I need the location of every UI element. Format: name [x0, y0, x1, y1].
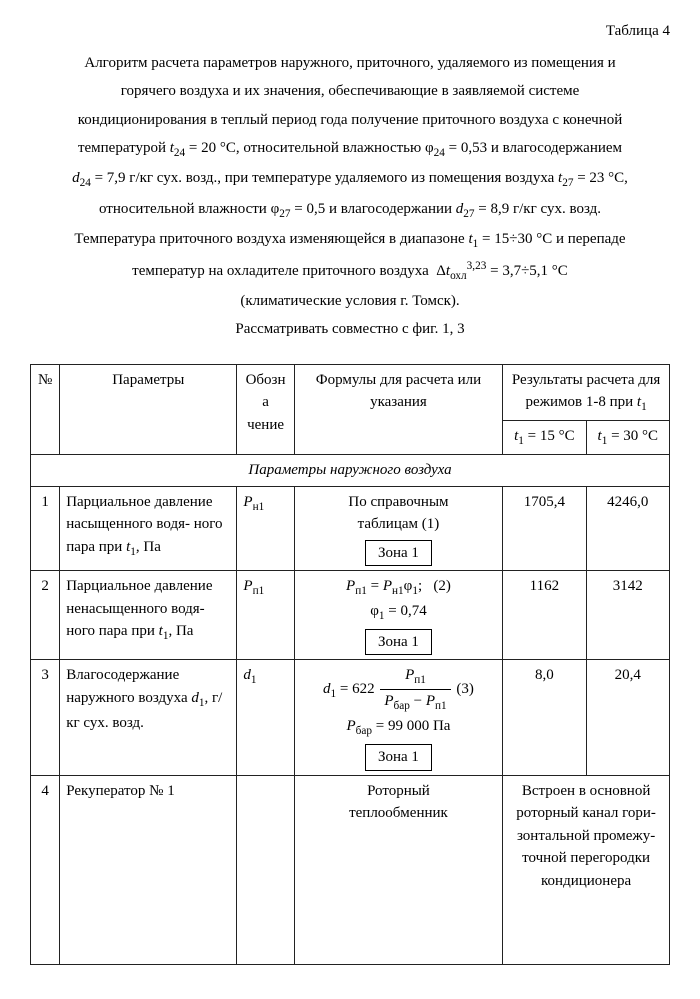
section-header: Параметры наружного воздуха: [31, 455, 670, 487]
cell-symbol: Pп1: [237, 571, 294, 660]
cell-num: 2: [31, 571, 60, 660]
cell-formula: Pп1 = Pн1φ1; (2)φ1 = 0,74Зона 1: [294, 571, 502, 660]
table-label: Таблица 4: [30, 20, 670, 43]
table-row: 3Влагосодержание наружного воздуха d1, г…: [31, 660, 670, 775]
table-row: 4Рекуператор № 1 РоторныйтеплообменникВст…: [31, 775, 670, 964]
th-results: Результаты расчета для режимов 1-8 при t…: [503, 364, 670, 420]
cell-r2: 20,4: [586, 660, 669, 775]
cell-param: Рекуператор № 1: [60, 775, 237, 964]
cell-r1: 1705,4: [503, 486, 586, 571]
cell-num: 3: [31, 660, 60, 775]
cell-merged-result: Встроен в основной роторный канал гори- …: [503, 775, 670, 964]
cell-symbol: [237, 775, 294, 964]
table-row: 1Парциальное давление насыщенного водя- …: [31, 486, 670, 571]
th-num: №: [31, 364, 60, 454]
cell-formula: d1 = 622 Pп1Pбар − Pп1 (3)Pбар = 99 000 …: [294, 660, 502, 775]
th-r1: t1 = 15 °C: [503, 421, 586, 455]
cell-formula: По справочнымтаблицам (1)Зона 1: [294, 486, 502, 571]
th-sym: Обозна чение: [237, 364, 294, 454]
cell-param: Влагосодержание наружного воздуха d1, г/…: [60, 660, 237, 775]
cell-r2: 3142: [586, 571, 669, 660]
table-row: 2Парциальное давление ненасыщенного водя…: [31, 571, 670, 660]
calc-table: № Параметры Обозна чение Формулы для рас…: [30, 364, 670, 965]
cell-r1: 1162: [503, 571, 586, 660]
th-param: Параметры: [60, 364, 237, 454]
cell-num: 1: [31, 486, 60, 571]
cell-formula: Роторныйтеплообменник: [294, 775, 502, 964]
cell-param: Парциальное давление ненасыщенного водя-…: [60, 571, 237, 660]
cell-symbol: d1: [237, 660, 294, 775]
th-r2: t1 = 30 °C: [586, 421, 669, 455]
cell-num: 4: [31, 775, 60, 964]
th-formula: Формулы для расчета или указания: [294, 364, 502, 454]
cell-r2: 4246,0: [586, 486, 669, 571]
cell-param: Парциальное давление насыщенного водя- н…: [60, 486, 237, 571]
cell-symbol: Pн1: [237, 486, 294, 571]
table-body: Параметры наружного воздуха1Парциальное …: [31, 455, 670, 964]
cell-r1: 8,0: [503, 660, 586, 775]
intro-block: Алгоритм расчета параметров наружного, п…: [30, 49, 670, 344]
